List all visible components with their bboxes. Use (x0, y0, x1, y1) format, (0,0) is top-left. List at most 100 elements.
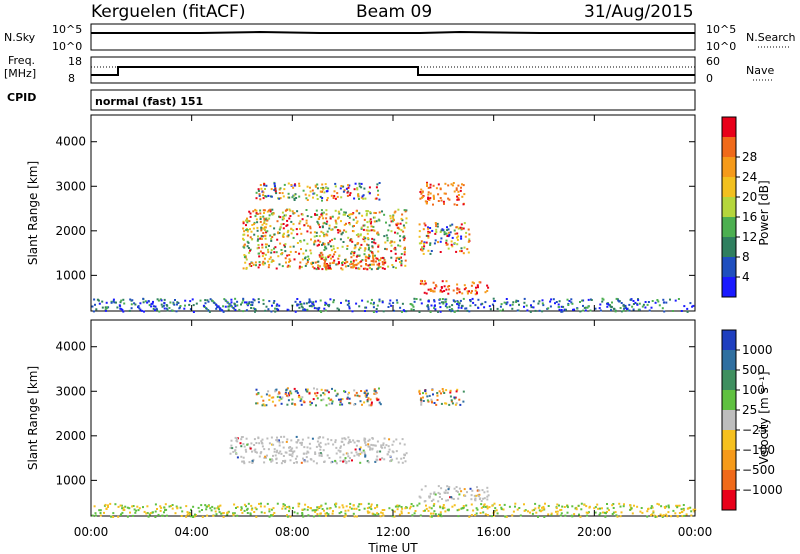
power-echo-cell (400, 259, 403, 262)
velocity-echo-cell (353, 515, 356, 518)
power-echo-cell (259, 198, 262, 201)
power-echo-cell (650, 306, 653, 309)
power-echo-cell (449, 231, 452, 234)
velocity-echo-cell (235, 453, 238, 455)
power-echo-cell (264, 218, 267, 221)
velocity-echo-cell (255, 393, 258, 396)
velocity-echo-cell (261, 438, 264, 441)
power-echo-cell (396, 256, 399, 259)
velocity-echo-cell (381, 512, 384, 515)
power-colorbar-tick-label: 16 (742, 210, 757, 224)
power-echo-cell (296, 298, 299, 300)
power-echo-cell (390, 220, 393, 223)
power-echo-cell (613, 307, 616, 310)
power-echo-cell (278, 228, 281, 231)
power-echo-cell (263, 217, 266, 220)
power-echo-cell (267, 248, 269, 251)
velocity-echo-cell (486, 490, 489, 493)
velocity-echo-cell (667, 504, 670, 507)
velocity-echo-cell (193, 515, 196, 518)
velocity-echo-cell (99, 514, 102, 517)
velocity-echo-cell (408, 507, 411, 510)
velocity-echo-cell (330, 398, 333, 401)
velocity-echo-cell (437, 485, 440, 488)
velocity-echo-cell (370, 401, 373, 404)
velocity-echo-cell (320, 388, 323, 391)
power-echo-cell (333, 237, 336, 240)
velocity-echo-cell (232, 513, 235, 516)
power-echo-cell (456, 292, 459, 295)
velocity-echo-cell (300, 403, 303, 406)
power-echo-cell (399, 245, 402, 248)
velocity-echo-cell (615, 514, 618, 517)
power-echo-cell (327, 265, 330, 268)
power-echo-cell (273, 227, 276, 230)
velocity-echo-cell (602, 511, 604, 514)
power-echo-cell (620, 302, 623, 304)
velocity-echo-cell (284, 451, 287, 454)
power-echo-cell (339, 187, 342, 190)
power-echo-cell (314, 213, 316, 216)
power-echo-cell (439, 289, 442, 292)
power-echo-cell (327, 187, 330, 190)
velocity-echo-cell (243, 509, 246, 512)
velocity-echo-cell (300, 398, 303, 401)
power-echo-cell (320, 311, 323, 313)
velocity-echo-cell (120, 504, 123, 507)
power-echo-cell (327, 267, 330, 270)
power-echo-cell (395, 259, 397, 262)
velocity-echo-cell (383, 446, 386, 449)
power-echo-cell (293, 199, 296, 201)
power-echo-cell (424, 200, 427, 203)
power-echo-cell (262, 232, 265, 234)
power-echo-cell (632, 308, 635, 311)
power-echo-cell (462, 227, 465, 230)
velocity-echo-cell (291, 452, 294, 455)
velocity-echo-cell (502, 508, 505, 511)
power-echo-cell (398, 258, 401, 260)
power-echo-cell (427, 236, 430, 239)
power-echo-cell (427, 249, 430, 252)
power-echo-cell (202, 304, 205, 307)
power-echo-cell (460, 223, 463, 226)
power-echo-cell (262, 302, 265, 305)
velocity-echo-cell (462, 390, 465, 393)
power-echo-cell (381, 210, 383, 213)
power-echo-cell (345, 261, 347, 264)
power-echo-cell (607, 303, 610, 306)
velocity-echo-cell (205, 508, 208, 511)
power-echo-cell (366, 268, 369, 271)
power-echo-cell (418, 242, 421, 245)
velocity-echo-cell (315, 445, 318, 448)
nave-tick-top: 60 (706, 55, 720, 68)
velocity-echo-cell (236, 437, 238, 440)
power-echo-cell (511, 303, 514, 306)
velocity-echo-cell (131, 505, 134, 508)
power-echo-cell (429, 186, 432, 189)
velocity-echo-cell (276, 440, 279, 443)
power-echo-cell (150, 302, 153, 305)
power-echo-cell (377, 233, 380, 236)
velocity-echo-cell (370, 404, 373, 407)
power-echo-cell (363, 240, 366, 243)
velocity-echo-cell (361, 403, 363, 406)
velocity-echo-cell (680, 511, 683, 514)
velocity-echo-cell (680, 508, 683, 511)
power-echo-cell (298, 222, 301, 225)
velocity-echo-cell (476, 486, 478, 489)
power-echo-cell (427, 232, 430, 235)
velocity-echo-cell (347, 509, 350, 512)
velocity-echo-cell (232, 450, 235, 453)
velocity-echo-cell (147, 515, 150, 518)
power-echo-cell (523, 301, 526, 304)
velocity-echo-cell (283, 435, 286, 438)
power-echo-cell (420, 279, 422, 282)
velocity-echo-cell (355, 451, 358, 454)
power-echo-cell (466, 248, 469, 251)
velocity-echo-cell (616, 515, 619, 518)
velocity-echo-cell (164, 509, 166, 512)
power-echo-cell (434, 304, 436, 307)
velocity-echo-cell (305, 388, 307, 391)
power-echo-cell (439, 290, 442, 293)
velocity-echo-cell (487, 494, 490, 497)
